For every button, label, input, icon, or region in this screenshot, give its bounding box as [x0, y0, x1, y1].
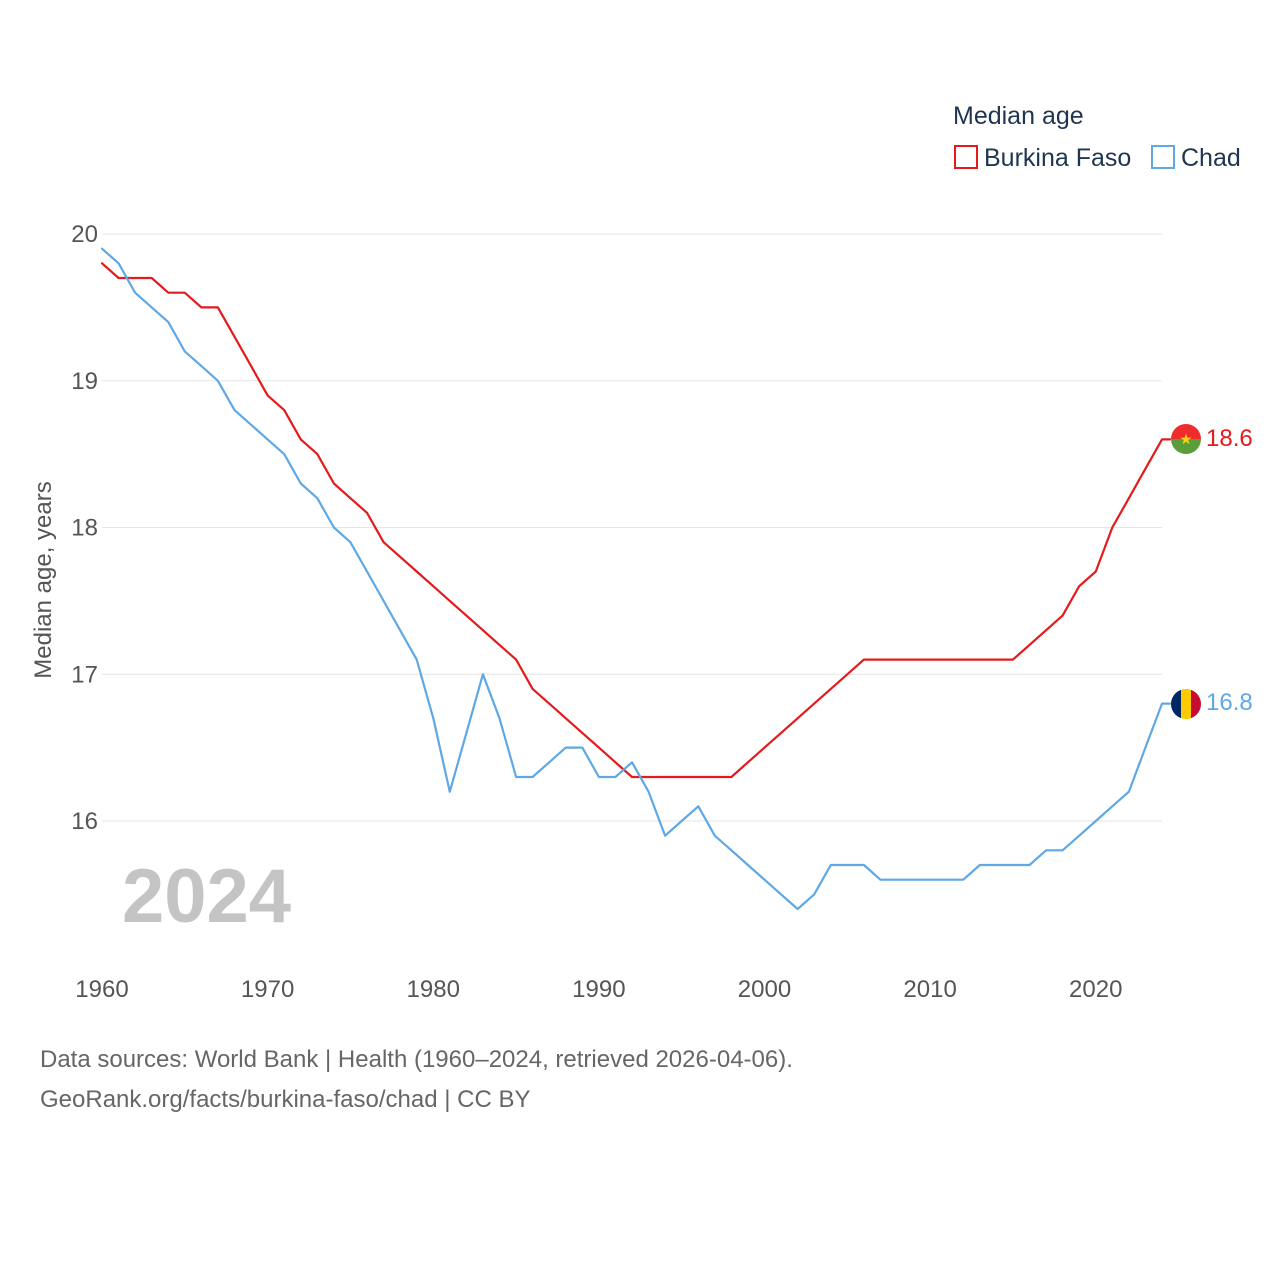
- legend-label-burkina-faso: Burkina Faso: [984, 144, 1131, 172]
- legend-item-burkina-faso[interactable]: Burkina Faso: [954, 144, 1131, 172]
- series-line-burkina-faso: [100, 262, 1172, 779]
- x-tick-label-2000: 2000: [738, 976, 791, 1003]
- legend-label-chad: Chad: [1181, 144, 1241, 172]
- x-tick-label-2020: 2020: [1069, 976, 1122, 1003]
- legend[interactable]: Median age Burkina Faso Chad: [953, 102, 1241, 172]
- x-tick-label-1990: 1990: [572, 976, 625, 1003]
- end-label-chad: 16.8: [1206, 689, 1253, 716]
- x-tick-label-2010: 2010: [903, 976, 956, 1003]
- y-axis-ticks: 16 17 18 19 20: [71, 221, 98, 835]
- data-source-text: Data sources: World Bank | Health (1960–…: [40, 1046, 793, 1073]
- y-tick-label-18: 18: [71, 515, 98, 542]
- legend-title: Median age: [953, 102, 1084, 130]
- x-axis-ticks: 1960 1970 1980 1990 2000 2010 2020: [75, 976, 1122, 1003]
- legend-item-chad[interactable]: Chad: [1151, 144, 1241, 172]
- x-tick-label-1960: 1960: [75, 976, 128, 1003]
- legend-swatch-chad: [1151, 145, 1175, 169]
- y-tick-label-19: 19: [71, 368, 98, 395]
- y-axis-title: Median age, years: [30, 481, 57, 678]
- y-tick-label-20: 20: [71, 221, 98, 248]
- x-tick-label-1980: 1980: [407, 976, 460, 1003]
- gridlines: [102, 233, 1162, 822]
- y-tick-label-17: 17: [71, 661, 98, 688]
- year-watermark: 2024: [122, 854, 291, 939]
- chad-flag-icon: [1171, 689, 1201, 719]
- burkina-faso-flag-icon: [1171, 424, 1201, 454]
- series-line-chad: [100, 247, 1172, 911]
- legend-swatch-burkina-faso: [954, 145, 978, 169]
- footer: Data sources: World Bank | Health (1960–…: [40, 1040, 793, 1120]
- series-lines: [100, 247, 1172, 911]
- x-tick-label-1970: 1970: [241, 976, 294, 1003]
- end-label-burkina-faso: 18.6: [1206, 425, 1253, 452]
- y-tick-label-16: 16: [71, 808, 98, 835]
- attribution-link[interactable]: GeoRank.org/facts/burkina-faso/chad | CC…: [40, 1086, 531, 1113]
